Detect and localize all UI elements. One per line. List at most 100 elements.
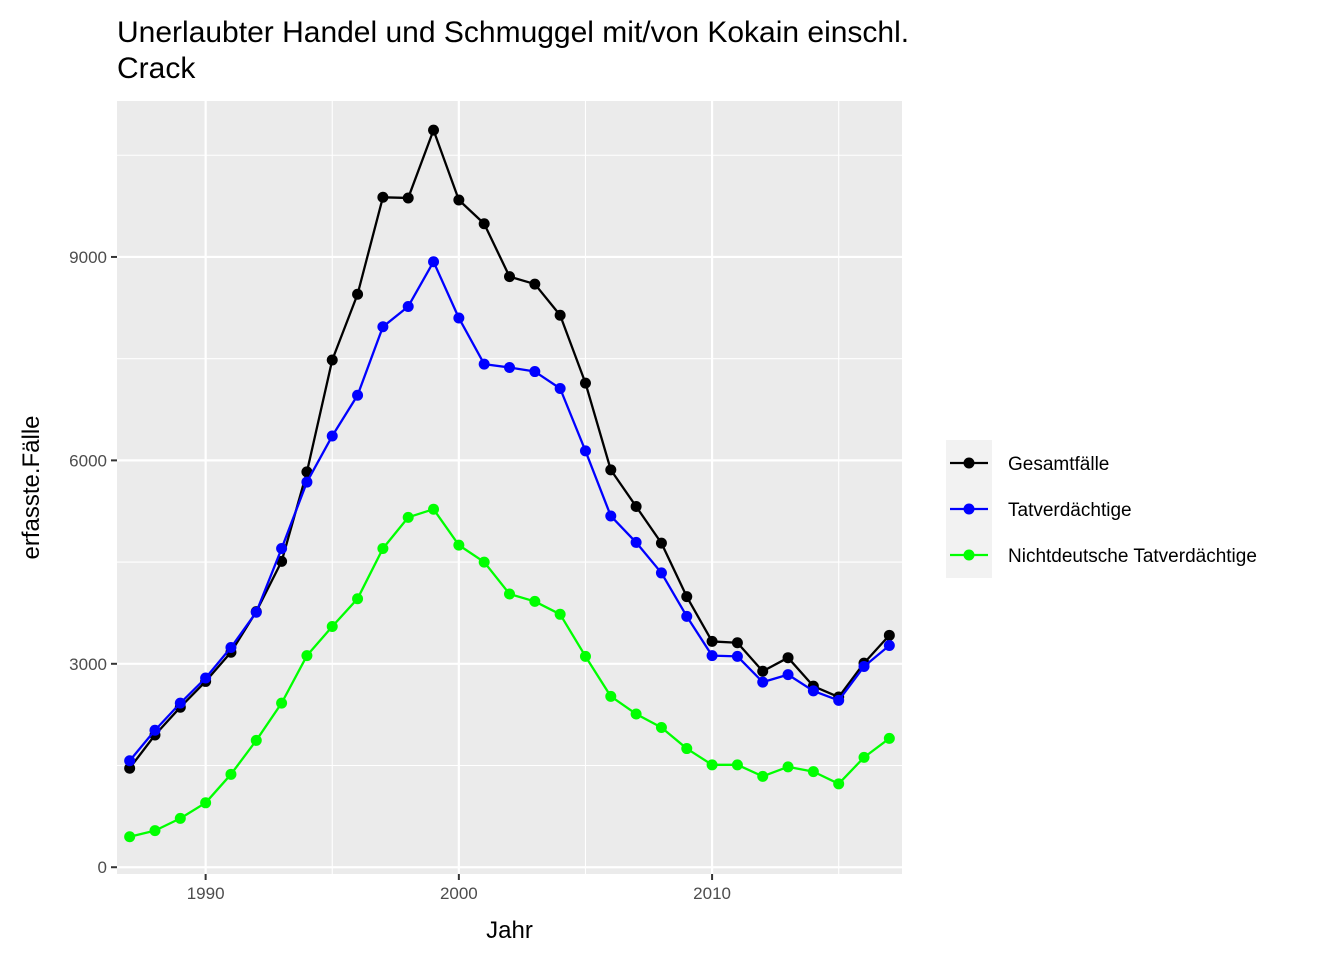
data-point — [276, 555, 288, 567]
y-axis-title: erfasste.Fälle — [18, 415, 45, 559]
minor-gridlines — [117, 101, 902, 874]
y-tick-label: 9000 — [69, 248, 107, 267]
data-point — [554, 608, 566, 620]
series-2 — [124, 256, 895, 767]
data-point — [504, 361, 515, 373]
data-point — [681, 610, 693, 622]
data-point — [807, 685, 819, 697]
data-point — [782, 652, 794, 664]
data-point — [681, 743, 693, 755]
data-point — [174, 812, 186, 824]
data-point — [200, 672, 212, 684]
data-point — [326, 430, 338, 442]
major-gridlines — [117, 101, 902, 874]
x-axis-title: Jahr — [486, 917, 533, 944]
data-point — [579, 377, 591, 389]
data-point — [757, 770, 769, 782]
legend-key-point — [963, 503, 975, 515]
data-point — [731, 637, 743, 649]
data-point — [858, 661, 870, 673]
data-point — [301, 466, 313, 478]
legend: Gesamtfälle Tatverdächtige Nichtdeutsche T… — [946, 440, 1257, 578]
y-tick-label: 0 — [98, 858, 107, 877]
data-point — [883, 639, 895, 651]
data-point — [706, 635, 718, 647]
data-point — [453, 312, 465, 324]
data-point — [453, 194, 465, 206]
x-tick-label: 2000 — [440, 884, 478, 903]
plot-panel — [117, 101, 902, 874]
data-point — [250, 606, 262, 618]
data-point — [402, 511, 414, 523]
series-layer — [124, 124, 895, 843]
data-point — [428, 124, 440, 136]
data-point — [605, 510, 617, 522]
x-tick-label: 2010 — [693, 884, 731, 903]
data-point — [757, 676, 769, 688]
data-point — [681, 591, 693, 603]
data-point — [478, 218, 490, 230]
data-point — [883, 629, 895, 641]
data-point — [301, 476, 313, 488]
legend-key-point — [963, 549, 975, 561]
data-point — [504, 588, 515, 600]
data-point — [276, 697, 288, 709]
data-point — [377, 543, 389, 555]
data-point — [174, 697, 186, 709]
data-point — [579, 445, 591, 457]
data-point — [225, 768, 237, 780]
data-point — [630, 708, 642, 720]
data-point — [326, 354, 338, 366]
data-point — [782, 761, 794, 773]
data-point — [352, 288, 364, 300]
data-point — [352, 593, 364, 605]
data-point — [402, 300, 414, 312]
legend-label: Tatverdächtige — [1008, 500, 1132, 521]
data-point — [149, 825, 161, 837]
data-point — [807, 766, 819, 778]
chart-title-line-2: Crack — [117, 52, 196, 85]
data-point — [731, 759, 743, 771]
data-point — [478, 358, 490, 370]
data-point — [757, 665, 769, 677]
data-point — [276, 543, 288, 555]
chart-title-line-1: Unerlaubter Handel und Schmuggel mit/von… — [117, 16, 909, 49]
data-point — [428, 256, 440, 268]
y-tick-label: 3000 — [69, 655, 107, 674]
data-point — [529, 278, 541, 290]
data-point — [352, 389, 364, 401]
data-point — [124, 755, 136, 767]
data-point — [301, 650, 313, 662]
legend-label: Nichtdeutsche Tatverdächtige — [1008, 546, 1257, 567]
x-tick-label: 1990 — [187, 884, 225, 903]
data-point — [225, 642, 237, 654]
data-point — [579, 650, 591, 662]
data-point — [706, 759, 718, 771]
data-point — [326, 621, 338, 633]
data-point — [149, 724, 161, 736]
data-point — [402, 192, 414, 204]
data-point — [377, 321, 389, 333]
data-point — [504, 271, 515, 283]
data-point — [605, 690, 617, 702]
data-point — [630, 500, 642, 512]
data-point — [833, 694, 845, 706]
data-point — [554, 383, 566, 395]
data-point — [655, 567, 667, 579]
axes: 0 3000 6000 9000 1990 2000 2010 — [69, 248, 731, 903]
data-point — [200, 797, 212, 809]
legend-label: Gesamtfälle — [1008, 454, 1109, 475]
data-point — [428, 503, 440, 515]
data-point — [529, 595, 541, 607]
series-3 — [124, 503, 895, 843]
data-point — [554, 309, 566, 321]
data-point — [377, 191, 389, 203]
data-point — [883, 732, 895, 744]
data-point — [124, 831, 136, 843]
data-point — [605, 464, 617, 476]
data-point — [782, 669, 794, 681]
data-point — [833, 778, 845, 790]
data-point — [529, 366, 541, 378]
